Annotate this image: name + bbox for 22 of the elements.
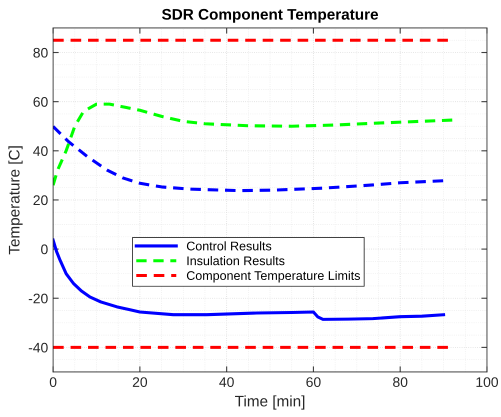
chart-title: SDR Component Temperature	[162, 8, 378, 23]
legend-label: Component Temperature Limits	[186, 270, 360, 282]
y-tick-label: 20	[33, 195, 48, 206]
line-series	[53, 238, 446, 321]
legend-label: Control Results	[186, 241, 272, 250]
legend-label: Insulation Results	[187, 256, 284, 266]
x-tick-label: 0	[50, 377, 56, 388]
y-tick-label: 40	[33, 146, 48, 156]
x-tick-label: 100	[476, 377, 498, 388]
y-tick-label: -20	[28, 294, 48, 304]
x-tick-label: 60	[306, 377, 321, 388]
x-axis-title: Time [min]	[235, 395, 304, 410]
y-tick-label: 60	[34, 96, 48, 107]
x-tick-label: 80	[393, 377, 408, 388]
x-tick-label: 20	[132, 377, 148, 388]
y-axis-title: Temperature [C]	[8, 146, 23, 254]
y-tick-label: 0	[41, 244, 48, 254]
y-tick-label: 80	[33, 48, 48, 58]
line-series	[53, 124, 445, 192]
line-series	[53, 102, 454, 187]
x-tick-label: 40	[219, 377, 234, 388]
y-tick-label: -40	[28, 342, 48, 353]
